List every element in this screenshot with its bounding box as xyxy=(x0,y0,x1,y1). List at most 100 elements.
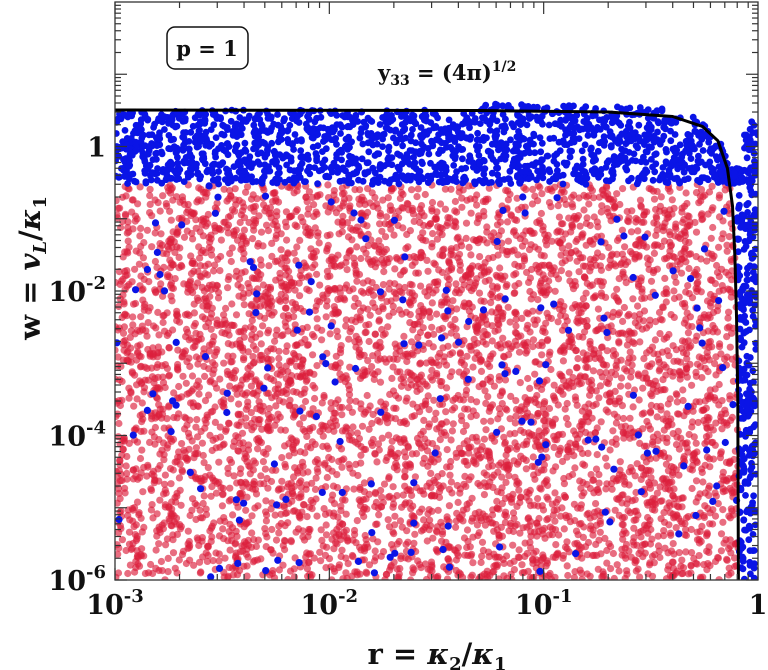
data-point xyxy=(723,241,731,249)
data-point xyxy=(460,534,469,542)
data-point xyxy=(218,502,226,510)
data-point xyxy=(621,544,629,552)
data-point xyxy=(140,463,148,472)
data-point xyxy=(623,341,632,349)
data-point xyxy=(477,271,485,279)
data-point xyxy=(703,349,711,357)
data-point xyxy=(621,480,629,488)
data-point xyxy=(589,294,598,302)
data-point xyxy=(115,197,120,205)
data-point xyxy=(451,207,459,215)
data-point xyxy=(206,527,214,535)
data-point xyxy=(170,389,178,397)
data-point xyxy=(374,368,382,376)
data-point xyxy=(232,311,241,319)
data-point xyxy=(494,213,502,221)
data-point xyxy=(261,301,269,309)
data-point xyxy=(192,224,200,232)
data-point xyxy=(431,215,439,223)
data-point xyxy=(348,436,356,444)
data-point xyxy=(336,403,344,411)
data-point xyxy=(317,526,325,534)
data-point xyxy=(664,185,672,193)
data-point xyxy=(253,195,261,203)
data-point xyxy=(587,344,595,352)
data-point xyxy=(424,267,432,275)
data-point xyxy=(682,548,690,556)
data-point xyxy=(501,272,509,280)
data-point xyxy=(526,328,534,336)
data-point xyxy=(282,347,290,355)
data-point xyxy=(646,540,655,548)
data-point xyxy=(283,342,291,350)
data-point xyxy=(497,523,505,531)
data-point xyxy=(497,227,505,235)
data-point xyxy=(319,542,327,550)
data-point xyxy=(477,264,485,272)
data-point xyxy=(489,253,497,262)
data-point xyxy=(517,493,525,501)
data-point xyxy=(468,494,476,502)
data-point xyxy=(537,209,546,218)
data-point xyxy=(188,229,196,238)
data-point xyxy=(351,294,359,302)
data-point xyxy=(196,558,204,566)
data-point xyxy=(646,346,654,354)
data-point xyxy=(147,486,156,494)
data-point xyxy=(517,452,525,460)
data-point xyxy=(515,546,523,554)
data-point xyxy=(447,329,455,337)
data-point xyxy=(513,194,521,202)
data-point xyxy=(305,410,313,418)
data-point xyxy=(714,500,722,508)
data-point xyxy=(484,393,492,401)
data-point xyxy=(692,368,700,376)
data-point xyxy=(609,308,618,316)
data-point xyxy=(161,471,169,479)
data-point xyxy=(538,526,547,534)
data-point xyxy=(629,295,637,303)
data-point xyxy=(229,571,237,579)
data-point xyxy=(341,496,349,504)
data-point xyxy=(598,202,606,210)
data-point xyxy=(543,241,551,249)
data-point xyxy=(392,391,400,400)
data-point xyxy=(309,381,317,390)
data-point xyxy=(631,253,639,261)
data-point xyxy=(282,218,290,226)
data-point xyxy=(248,235,257,243)
data-point xyxy=(151,229,159,237)
data-point xyxy=(565,242,573,250)
data-point xyxy=(438,528,447,536)
data-point xyxy=(582,428,590,437)
data-point xyxy=(417,249,425,257)
data-point xyxy=(397,552,405,560)
data-point xyxy=(495,531,503,540)
data-point xyxy=(216,375,224,383)
data-point xyxy=(452,523,460,531)
data-point xyxy=(242,414,250,422)
data-point xyxy=(484,375,492,384)
data-point xyxy=(170,413,178,422)
data-point xyxy=(664,484,672,493)
data-point xyxy=(469,533,477,541)
data-point xyxy=(177,501,185,509)
data-point xyxy=(411,530,419,538)
data-point xyxy=(506,415,514,423)
data-point xyxy=(490,527,498,535)
data-point xyxy=(619,185,627,193)
data-point xyxy=(201,416,209,424)
data-point xyxy=(413,387,421,395)
data-point xyxy=(243,371,252,379)
data-point xyxy=(533,391,541,400)
data-point xyxy=(310,370,318,378)
data-point xyxy=(678,556,686,564)
data-point xyxy=(547,365,555,374)
data-point xyxy=(501,440,509,448)
data-point xyxy=(664,467,673,475)
data-point xyxy=(613,561,621,569)
data-point xyxy=(417,282,425,290)
data-point xyxy=(365,425,373,433)
data-point xyxy=(681,245,689,253)
data-point xyxy=(453,332,461,340)
